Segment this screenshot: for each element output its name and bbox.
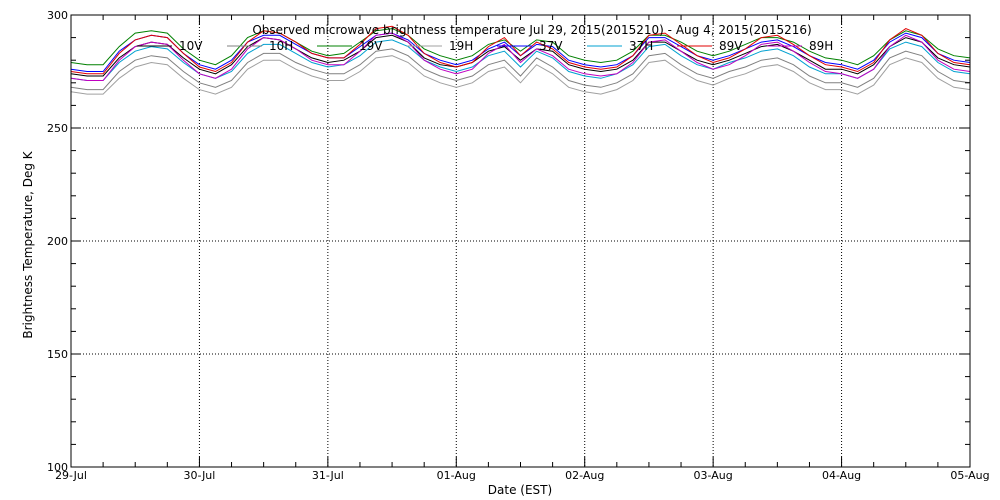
y-axis-label: Brightness Temperature, Deg K <box>21 150 35 338</box>
legend: 10V 10H 19V 19H 37V 37H 89V 89H <box>137 39 833 53</box>
y-tick-label: 100 <box>47 461 68 474</box>
x-tick-label: 02-Aug <box>565 469 604 482</box>
axis-ticks <box>70 14 971 468</box>
legend-label: 19V <box>359 39 383 53</box>
x-tick-label: 04-Aug <box>822 469 861 482</box>
y-tick-label: 250 <box>47 122 68 135</box>
tick-labels: 29-Jul 30-Jul 31-Jul 01-Aug 02-Aug 03-Aug 04-A… <box>47 9 990 482</box>
series-lines <box>70 25 971 95</box>
series-line-19v <box>70 28 971 66</box>
legend-label: 19H <box>449 39 473 53</box>
series-line-37h <box>70 39 971 81</box>
chart-title: Observed microwave brightness temperatur… <box>252 23 811 37</box>
series-line-10h <box>70 48 971 91</box>
x-axis-label: Date (EST) <box>488 483 552 497</box>
x-tick-label: 31-Jul <box>312 469 344 482</box>
legend-label: 10V <box>179 39 203 53</box>
series-line-89v <box>70 25 971 75</box>
x-tick-label: 03-Aug <box>694 469 733 482</box>
y-tick-label: 150 <box>47 348 68 361</box>
y-tick-label: 300 <box>47 9 68 22</box>
x-tick-label: 05-Aug <box>950 469 989 482</box>
legend-label: 10H <box>269 39 293 53</box>
grid-lines <box>71 15 970 467</box>
x-tick-label: 29-Jul <box>55 469 87 482</box>
series-line-89h <box>70 32 971 81</box>
series-line-19h <box>70 55 971 95</box>
series-line-10v <box>70 34 971 77</box>
legend-label: 37H <box>629 39 653 53</box>
x-tick-label: 01-Aug <box>437 469 476 482</box>
legend-label: 89H <box>809 39 833 53</box>
y-tick-label: 200 <box>47 235 68 248</box>
legend-label: 37V <box>539 39 563 53</box>
x-tick-label: 30-Jul <box>183 469 215 482</box>
legend-label: 89V <box>719 39 743 53</box>
